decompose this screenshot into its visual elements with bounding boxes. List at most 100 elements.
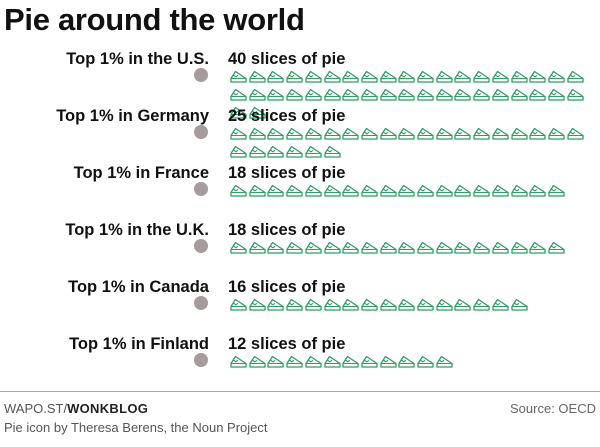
row-label: Top 1% in France: [73, 164, 209, 182]
pie-slice-icon: [417, 355, 434, 368]
pie-slice-icon: [323, 88, 341, 101]
pie-slice-icon: [267, 127, 285, 140]
pie-slice-icon: [323, 184, 341, 197]
pie-slice-icon: [267, 184, 285, 197]
pie-slice-icon: [436, 70, 453, 83]
pie-slice-icon: [305, 145, 322, 158]
pie-slice-icon: [249, 106, 266, 119]
pie-slice-icon: [417, 298, 434, 311]
pie-slice-icon: [454, 184, 472, 197]
pie-slice-icon: [230, 106, 247, 119]
row-bullet-dot: [194, 239, 208, 253]
pie-slice-icon: [267, 70, 285, 83]
pie-slice-icon: [305, 88, 322, 101]
pie-slice-icon: [323, 70, 341, 83]
pie-slice-icon: [286, 298, 303, 311]
pie-slice-icon: [361, 298, 378, 311]
pie-slice-icon: [342, 184, 359, 197]
row-value-label: 18 slices of pie: [228, 164, 346, 182]
row-bullet-dot: [194, 296, 208, 310]
pie-slice-icon: [379, 298, 397, 311]
pie-slice-icon: [305, 184, 322, 197]
pie-slice-icon: [417, 127, 434, 140]
row-bullet-dot: [194, 182, 208, 196]
pie-slice-icon: [249, 298, 266, 311]
pie-slice-icon: [473, 241, 490, 254]
pie-slice-icon: [436, 241, 453, 254]
pie-slice-icon: [286, 184, 303, 197]
row-label: Top 1% in the U.K.: [65, 221, 209, 239]
pie-slice-icon: [454, 241, 472, 254]
pie-slice-icon: [548, 127, 565, 140]
footer-site-prefix: WAPO.ST/: [4, 401, 68, 416]
pie-slice-icon: [548, 70, 565, 83]
pie-slice-icon: [454, 127, 472, 140]
pie-slice-icon: [379, 184, 397, 197]
pie-slice-icon: [230, 298, 247, 311]
pie-slice-icon: [492, 127, 509, 140]
row-value-label: 18 slices of pie: [228, 221, 346, 239]
pie-slice-icon: [510, 184, 528, 197]
row-value-label: 12 slices of pie: [228, 335, 346, 353]
pie-slice-icon: [417, 241, 434, 254]
footer-site-section: WONKBLOG: [67, 401, 149, 416]
pie-slice-icon: [286, 88, 303, 101]
pie-slice-icon: [230, 355, 247, 368]
pie-slice-icon: [566, 88, 584, 101]
row-label: Top 1% in Germany: [56, 107, 209, 125]
row-value-label: 25 slices of pie: [228, 107, 346, 125]
row-value-label: 40 slices of pie: [228, 50, 346, 68]
pie-slice-icon: [286, 355, 303, 368]
pie-slice-icon: [230, 70, 247, 83]
footer-divider: [0, 391, 600, 392]
pie-slice-icon: [398, 88, 415, 101]
pie-slice-icon: [417, 70, 434, 83]
pie-slice-icon: [342, 127, 359, 140]
pie-slice-icon: [379, 355, 397, 368]
pie-slice-icon: [230, 241, 247, 254]
pie-slice-icon: [361, 355, 378, 368]
pie-slice-icon: [286, 127, 303, 140]
pie-slice-icon: [492, 298, 509, 311]
pie-slice-icon: [230, 88, 247, 101]
pie-slice-icon: [305, 241, 322, 254]
pie-slice-icon: [473, 127, 490, 140]
pie-slice-icon: [305, 355, 322, 368]
pie-slice-icon: [492, 184, 509, 197]
chart-title: Pie around the world: [4, 2, 305, 37]
pie-slice-icon: [510, 88, 528, 101]
pie-slice-icon: [417, 184, 434, 197]
pie-slice-icon: [398, 70, 415, 83]
pie-slice-icon: [361, 88, 378, 101]
row-bullet-dot: [194, 353, 208, 367]
pie-slice-icon: [398, 298, 415, 311]
pie-slice-icon: [267, 145, 285, 158]
pie-slice-icon: [342, 298, 359, 311]
row-value-label: 16 slices of pie: [228, 278, 346, 296]
pie-slice-icon: [249, 127, 266, 140]
pie-slice-icon: [323, 145, 341, 158]
pie-slice-icon: [473, 184, 490, 197]
row-bullet-dot: [194, 125, 208, 139]
pie-slice-icon: [323, 241, 341, 254]
pie-slice-icon: [473, 88, 490, 101]
row-label: Top 1% in Finland: [69, 335, 209, 353]
pie-slice-icon: [249, 145, 266, 158]
pie-slice-icon: [249, 184, 266, 197]
pie-slice-icon: [286, 241, 303, 254]
pie-slice-icon: [361, 241, 378, 254]
pie-slice-icon: [379, 88, 397, 101]
pie-slice-icon: [529, 70, 546, 83]
row-label: Top 1% in the U.S.: [66, 50, 209, 68]
pie-slice-icon: [230, 127, 247, 140]
pie-slice-icon: [529, 241, 546, 254]
pie-slice-icon: [398, 127, 415, 140]
pie-slice-icon: [305, 127, 322, 140]
pie-slice-icon: [454, 298, 472, 311]
pie-slice-icon: [361, 127, 378, 140]
pie-slice-icon: [323, 127, 341, 140]
pie-slice-icon: [566, 70, 584, 83]
pie-slice-icon: [398, 355, 415, 368]
pie-slice-icon: [492, 241, 509, 254]
